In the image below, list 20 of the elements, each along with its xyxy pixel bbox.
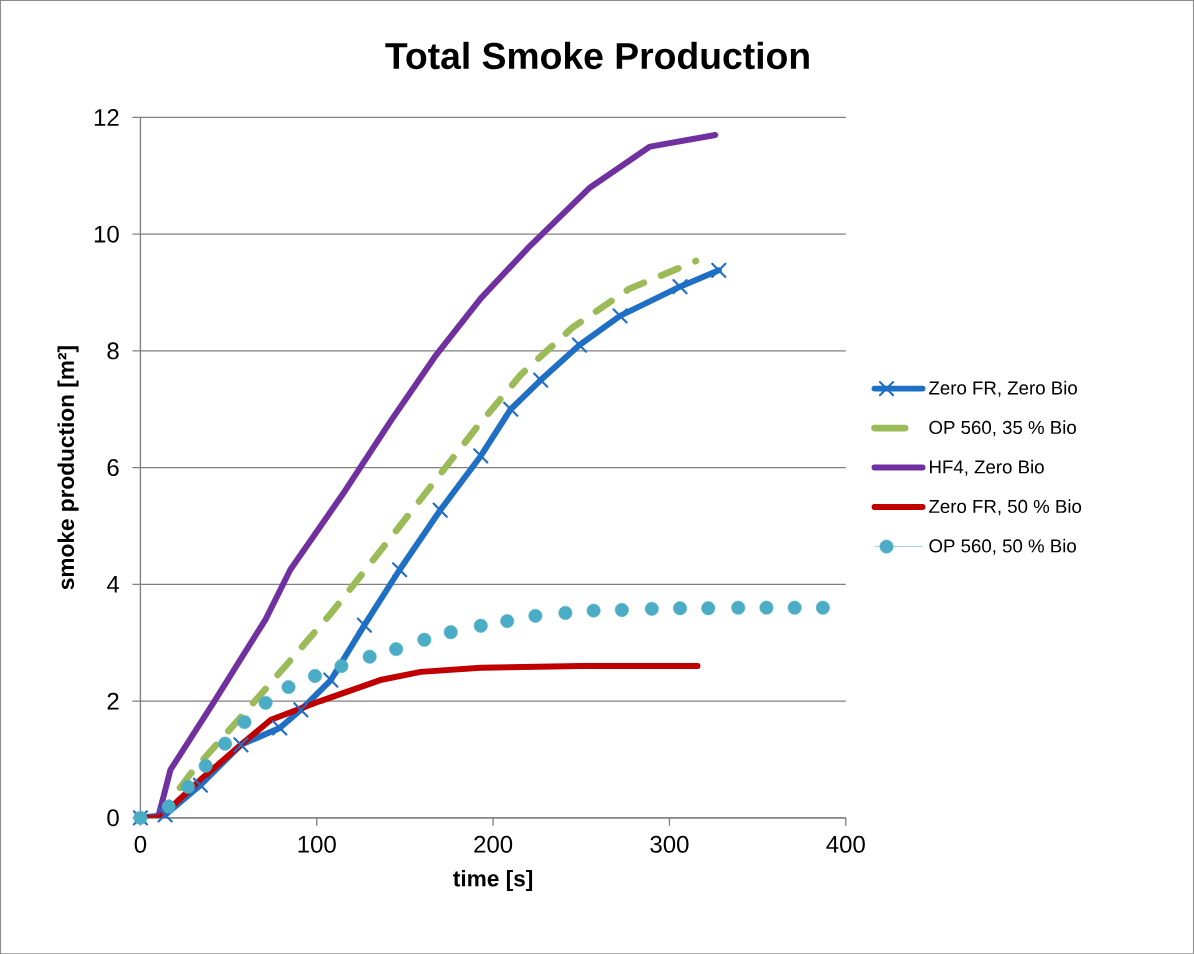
y-tick-label: 2 — [107, 692, 119, 710]
x-tick-label: 400 — [826, 835, 865, 853]
legend-label: Zero FR, 50 % Bio — [929, 499, 1082, 516]
x-axis-title: time [s] — [453, 869, 533, 891]
x-tick-label: 300 — [650, 835, 689, 853]
x-tick-label: 200 — [474, 835, 513, 853]
legend-label: HF4, Zero Bio — [930, 459, 1044, 476]
chart-title: Total Smoke Production — [385, 41, 809, 70]
x-tick-label: 100 — [298, 835, 336, 853]
y-tick-label: 6 — [107, 459, 119, 476]
y-tick-label: 0 — [107, 809, 119, 827]
y-tick-label: 8 — [107, 342, 119, 360]
legend-label: Zero FR, Zero Bio — [929, 380, 1077, 397]
legend-label: OP 560, 35 % Bio — [929, 420, 1076, 437]
x-tick-label: 0 — [134, 835, 147, 853]
y-tick-label: 4 — [106, 575, 120, 593]
y-tick-label: 10 — [94, 225, 119, 243]
legend-label: OP 560, 50 % Bio — [929, 538, 1076, 555]
y-tick-label: 12 — [94, 108, 119, 126]
y-axis-title: smoke production [m²] — [57, 346, 79, 590]
